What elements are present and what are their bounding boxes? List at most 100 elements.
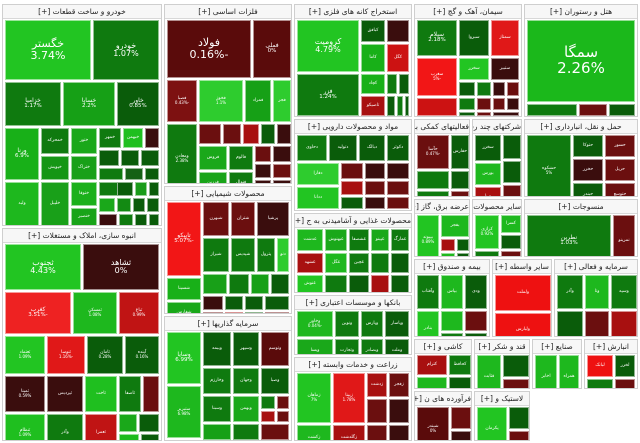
stock-tile[interactable]: زگلدشت bbox=[333, 425, 365, 440]
stock-tile[interactable]: سیلام 2.18% bbox=[417, 20, 457, 56]
stock-tile[interactable]: ولغدر bbox=[557, 311, 583, 336]
stock-tile[interactable]: فبیرا bbox=[223, 124, 241, 144]
stock-tile[interactable]: سارود bbox=[493, 112, 519, 116]
stock-tile[interactable]: خلیبل bbox=[41, 182, 69, 225]
stock-tile[interactable]: زفجر bbox=[389, 373, 409, 397]
stock-tile[interactable]: ثشاهد 0% bbox=[83, 244, 159, 290]
stock-tile[interactable]: دزهراوی bbox=[341, 197, 363, 209]
stock-tile[interactable]: ختور bbox=[71, 128, 97, 154]
stock-tile[interactable]: گپارس bbox=[579, 104, 607, 116]
sector-header[interactable]: فعالیتهای کمکی به ن [+] bbox=[415, 120, 469, 134]
stock-tile[interactable]: غنوش bbox=[297, 275, 323, 292]
sector-group-سایر-محصولات-کانی[interactable]: سایر محصولات کانی [+]کرازی0.92%کسراکپشیر… bbox=[472, 199, 522, 257]
sector-header[interactable]: عرضه برق، گاز [+] bbox=[415, 200, 469, 214]
stock-tile[interactable]: ددانا bbox=[297, 187, 339, 209]
stock-tile[interactable]: حخزر bbox=[573, 159, 603, 181]
stock-tile[interactable]: غبشهر bbox=[349, 275, 369, 292]
sector-header[interactable]: قند و شکر [+] bbox=[475, 340, 529, 354]
stock-tile[interactable]: بزاگرس bbox=[457, 239, 469, 251]
stock-tile[interactable]: کطبس bbox=[387, 96, 395, 116]
stock-tile[interactable]: فزرین bbox=[199, 172, 227, 183]
sector-group-صنایع[interactable]: صنایع [+] اخابر همراه bbox=[532, 339, 582, 389]
stock-tile[interactable]: ختراک bbox=[71, 156, 97, 180]
stock-tile[interactable]: غسالم bbox=[325, 275, 347, 292]
stock-tile[interactable]: فصبا -0.43% bbox=[167, 80, 197, 122]
stock-tile[interactable]: ومعادن 2.38% bbox=[167, 124, 197, 183]
stock-tile[interactable]: ثنوسا -1.16% bbox=[47, 336, 85, 374]
stock-tile[interactable]: کساوه bbox=[417, 377, 447, 388]
sector-group-سرمایه-و-فعالی[interactable]: سرمایه و فعالی [+] وآذر وتا وسپه ولغدروتوشهو… bbox=[554, 259, 638, 337]
stock-tile[interactable]: وبصادر bbox=[361, 339, 383, 354]
stock-tile[interactable]: سکرد bbox=[477, 98, 491, 110]
stock-tile[interactable]: بفجر bbox=[441, 215, 469, 237]
stock-tile[interactable]: وجهان bbox=[233, 368, 259, 394]
sector-group-فعالیتهای-کمکی-به-ن[interactable]: فعالیتهای کمکی به ن [+]حآسا-0.47%حفارسحس… bbox=[414, 119, 470, 197]
stock-tile[interactable]: کرومیت 4.79% bbox=[297, 20, 359, 72]
stock-tile[interactable]: فزر 1.24% bbox=[297, 74, 359, 116]
stock-tile[interactable]: پترول bbox=[257, 238, 275, 272]
sector-header[interactable]: سایر محصولات کانی [+] bbox=[473, 200, 521, 214]
stock-tile[interactable]: خلنت bbox=[141, 150, 159, 166]
stock-tile[interactable]: حشکوه 5% bbox=[527, 135, 571, 196]
stock-tile[interactable]: سفار bbox=[493, 82, 505, 96]
stock-tile[interactable]: کنور bbox=[387, 20, 409, 42]
stock-tile[interactable]: فلوله bbox=[273, 146, 291, 162]
sector-group-بانکها-و-موسسات-اعتباری[interactable]: بانکها و موسسات اعتباری [+] وخاور -0.04% ون… bbox=[294, 295, 412, 355]
sector-group-سایر-واسطه[interactable]: سایر واسطه [+] ولملت ولیارس bbox=[492, 259, 552, 337]
sector-header[interactable]: سایر واسطه [+] bbox=[493, 260, 551, 274]
stock-tile[interactable]: کسرا bbox=[501, 215, 521, 233]
stock-tile[interactable]: فاهواز bbox=[273, 180, 291, 183]
stock-tile[interactable]: وگستر bbox=[261, 396, 275, 409]
stock-tile[interactable]: ولبد bbox=[5, 182, 39, 225]
stock-tile[interactable]: بمپنا bbox=[441, 239, 455, 251]
stock-tile[interactable]: کترام bbox=[417, 355, 447, 375]
sector-header[interactable]: منسوجات [+] bbox=[525, 200, 637, 214]
stock-tile[interactable]: ختوقا bbox=[71, 182, 97, 206]
stock-tile[interactable]: زماهان 7% bbox=[297, 373, 331, 423]
sector-header[interactable]: بیمه و صندوق [+] bbox=[415, 260, 489, 274]
stock-tile[interactable]: بالبر bbox=[441, 333, 463, 336]
stock-tile[interactable]: فاسمین bbox=[277, 124, 291, 144]
stock-tile[interactable]: سدور bbox=[493, 98, 505, 110]
stock-tile[interactable]: لبانک bbox=[587, 355, 613, 377]
stock-tile[interactable]: شپترو bbox=[229, 274, 249, 294]
sector-group-زراعت-و-خدمات-وابسته[interactable]: زراعت و خدمات وابسته [+] زماهان 7% زبینا 1.7… bbox=[294, 357, 412, 441]
stock-tile[interactable]: لپارس bbox=[587, 379, 613, 388]
stock-tile[interactable]: غویتا bbox=[371, 253, 389, 273]
stock-tile[interactable]: شپدیس bbox=[231, 238, 255, 272]
stock-tile[interactable]: وسپهر bbox=[233, 332, 259, 366]
stock-tile[interactable]: وآذر bbox=[557, 275, 583, 309]
stock-tile[interactable]: فنفخ bbox=[243, 124, 259, 144]
stock-tile[interactable]: همراه bbox=[559, 355, 579, 388]
stock-tile[interactable]: خموتور bbox=[117, 198, 131, 212]
stock-tile[interactable]: غشصفا bbox=[349, 229, 369, 251]
sector-group-مواد-و-محصولات-دارویی[interactable]: مواد و محصولات دارویی [+] دحاوی دتولید دبال… bbox=[294, 119, 412, 211]
sector-group-سیمان،-آهک-و-گچ[interactable]: سیمان، آهک و گچ [+] سیلام 2.18% سبزوا سمتاز س… bbox=[414, 4, 522, 117]
stock-tile[interactable]: پکرمان bbox=[477, 407, 507, 440]
stock-tile[interactable]: سخزر bbox=[459, 58, 489, 80]
stock-tile[interactable]: کهمدا bbox=[501, 251, 521, 256]
stock-tile[interactable]: حریل bbox=[605, 159, 635, 181]
stock-tile[interactable]: ستبیر bbox=[491, 58, 519, 80]
stock-tile[interactable]: جم bbox=[271, 274, 289, 294]
stock-tile[interactable]: غاذر bbox=[371, 275, 389, 292]
stock-tile[interactable]: دبالک bbox=[359, 135, 385, 161]
stock-tile[interactable]: باران bbox=[441, 311, 463, 331]
sector-header[interactable]: فلزات اساسی [+] bbox=[165, 5, 291, 19]
stock-tile[interactable]: کروی bbox=[399, 74, 409, 94]
stock-tile[interactable]: شکلر bbox=[265, 296, 289, 310]
stock-tile[interactable]: شبندر 0% bbox=[417, 407, 449, 440]
stock-tile[interactable]: کاما bbox=[361, 44, 385, 72]
stock-tile[interactable]: غگرجی bbox=[391, 253, 409, 273]
stock-tile[interactable]: کبافق bbox=[361, 20, 385, 42]
stock-tile[interactable]: خکمک bbox=[125, 168, 143, 180]
stock-tile[interactable]: کفرا bbox=[475, 251, 499, 256]
stock-tile[interactable]: شیراز bbox=[203, 238, 229, 272]
stock-tile[interactable]: ثمینا 0.59% bbox=[5, 376, 45, 412]
stock-tile[interactable]: سمتاز bbox=[491, 20, 519, 56]
sector-header[interactable]: سیمان، آهک و گچ [+] bbox=[415, 5, 521, 19]
stock-tile[interactable]: خرینگ bbox=[135, 214, 147, 225]
stock-tile[interactable]: دعبید bbox=[365, 181, 385, 195]
sector-header[interactable]: شرکتهای چند رشته ای [+] bbox=[473, 120, 521, 134]
stock-tile[interactable]: وآذر bbox=[47, 414, 83, 440]
